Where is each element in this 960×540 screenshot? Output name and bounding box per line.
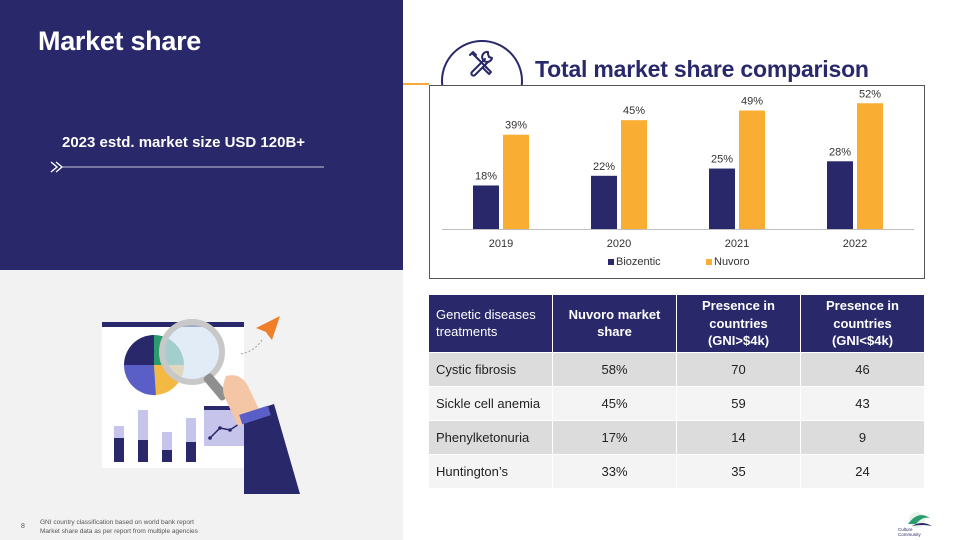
legend-label: Nuvoro bbox=[714, 256, 749, 268]
low-gni-cell: 9 bbox=[800, 419, 925, 455]
share-cell: 17% bbox=[552, 419, 677, 455]
bar-biozentic-2019 bbox=[473, 185, 499, 229]
data-label: 49% bbox=[741, 96, 763, 108]
high-gni-cell: 35 bbox=[676, 453, 801, 489]
company-logo bbox=[908, 512, 932, 528]
hand-graphic bbox=[223, 375, 300, 494]
disease-cell: Huntington’s bbox=[428, 453, 553, 489]
analytics-illustration bbox=[102, 316, 300, 494]
share-cell: 45% bbox=[552, 385, 677, 421]
market-size-subtitle: 2023 estd. market size USD 120B+ bbox=[62, 134, 306, 151]
high-gni-cell: 14 bbox=[676, 419, 801, 455]
treatments-table: Genetic diseases treatments Nuvoro marke… bbox=[428, 294, 925, 489]
logo-text-line: Culture bbox=[898, 527, 913, 532]
data-label: 18% bbox=[475, 170, 497, 182]
bar-nuvoro-2019 bbox=[503, 134, 529, 229]
bar-biozentic-2020 bbox=[591, 175, 617, 229]
report-board-top bbox=[102, 322, 244, 327]
header-treatments: Genetic diseases treatments bbox=[428, 294, 553, 353]
header-presence-high-gni: Presence in countries (GNI>$4k) bbox=[676, 294, 801, 353]
legend-swatch-biozentic bbox=[608, 259, 614, 265]
footnotes: GNI country classification based on worl… bbox=[40, 518, 198, 537]
table-row: Sickle cell anemia 45% 59 43 bbox=[428, 385, 925, 421]
x-tick-label: 2022 bbox=[843, 238, 867, 250]
table-row: Huntington’s 33% 35 24 bbox=[428, 453, 925, 489]
page-number: 8 bbox=[21, 523, 25, 530]
market-share-chart: 18% 39% 2019 22% 45% 2020 25% 49% 2021 28% 52% 2022… bbox=[429, 85, 925, 279]
low-gni-cell: 24 bbox=[800, 453, 925, 489]
x-tick-label: 2019 bbox=[489, 238, 513, 250]
bar-biozentic-2021 bbox=[709, 168, 735, 229]
slide-title: Market share bbox=[38, 26, 201, 56]
data-label: 52% bbox=[859, 88, 881, 100]
data-label: 39% bbox=[505, 120, 527, 132]
bar-chart-svg: 18% 39% 2019 22% 45% 2020 25% 49% 2021 28% 52% 2022… bbox=[442, 88, 914, 268]
footnote-line: GNI country classification based on worl… bbox=[40, 519, 194, 526]
bar-nuvoro-2021 bbox=[739, 110, 765, 229]
header-presence-low-gni: Presence in countries (GNI<$4k) bbox=[800, 294, 925, 353]
arrow-divider bbox=[50, 161, 324, 173]
share-cell: 58% bbox=[552, 351, 677, 387]
bar-biozentic-2022 bbox=[827, 161, 853, 229]
data-label: 22% bbox=[593, 161, 615, 173]
low-gni-cell: 46 bbox=[800, 351, 925, 387]
share-cell: 33% bbox=[552, 453, 677, 489]
legend-swatch-nuvoro bbox=[706, 259, 712, 265]
title-accent-line bbox=[403, 83, 429, 85]
disease-cell: Phenylketonuria bbox=[428, 419, 553, 455]
paper-plane-icon bbox=[239, 316, 280, 355]
table-row: Cystic fibrosis 58% 70 46 bbox=[428, 351, 925, 387]
title-panel bbox=[0, 0, 403, 270]
table-header-row: Genetic diseases treatments Nuvoro marke… bbox=[428, 294, 925, 353]
x-tick-label: 2021 bbox=[725, 238, 749, 250]
data-label: 25% bbox=[711, 154, 733, 166]
header-market-share: Nuvoro market share bbox=[552, 294, 677, 353]
disease-cell: Sickle cell anemia bbox=[428, 385, 553, 421]
logo-text-line: Community bbox=[898, 531, 921, 537]
x-tick-label: 2020 bbox=[607, 238, 631, 250]
bar-nuvoro-2020 bbox=[621, 120, 647, 229]
logo-text: Culture Community bbox=[898, 527, 921, 537]
data-label: 45% bbox=[623, 105, 645, 117]
high-gni-cell: 59 bbox=[676, 385, 801, 421]
high-gni-cell: 70 bbox=[676, 351, 801, 387]
legend-label: Biozentic bbox=[616, 256, 661, 268]
chart-title: Total market share comparison bbox=[535, 56, 869, 82]
magnifier-graphic bbox=[159, 319, 229, 401]
footnote-line: Market share data as per report from mul… bbox=[40, 528, 198, 536]
bar-graphic bbox=[114, 410, 196, 462]
data-label: 28% bbox=[829, 146, 851, 158]
tools-icon bbox=[469, 50, 493, 77]
bar-nuvoro-2022 bbox=[857, 103, 883, 229]
disease-cell: Cystic fibrosis bbox=[428, 351, 553, 387]
table-row: Phenylketonuria 17% 14 9 bbox=[428, 419, 925, 455]
low-gni-cell: 43 bbox=[800, 385, 925, 421]
